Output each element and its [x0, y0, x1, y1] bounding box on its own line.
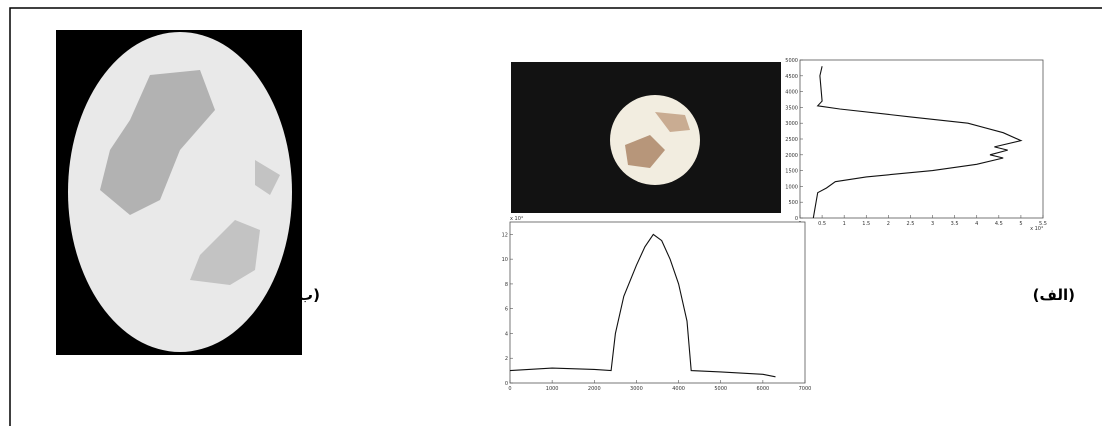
y-tick-label: 4	[505, 331, 508, 337]
y-tick-label: 4000	[785, 90, 798, 96]
x-tick-label: 4	[975, 221, 978, 227]
x-tick-label: 3.5	[951, 221, 959, 227]
y-tick-label: 5000	[785, 58, 798, 64]
x-tick-label: 4.5	[995, 221, 1003, 227]
x-tick-label: 1.5	[862, 221, 870, 227]
x-tick-label: 2000	[588, 386, 601, 392]
y-tick-label: 2	[505, 356, 508, 362]
y-tick-label: 0	[505, 381, 508, 387]
x-tick-label: 0.5	[818, 221, 826, 227]
x-tick-label: 7000	[799, 386, 812, 392]
y-tick-label: 0	[795, 216, 798, 222]
y-tick-label: 4500	[785, 74, 798, 80]
panel-label: (ب)	[291, 286, 320, 304]
x-tick-label: 2	[887, 221, 890, 227]
y-tick-label: 1000	[785, 184, 798, 190]
x-tick-label: 4000	[672, 386, 685, 392]
y-tick-label: 1500	[785, 169, 798, 175]
axis-multiplier: x 10⁴	[1030, 226, 1043, 232]
y-tick-label: 3500	[785, 105, 798, 111]
y-tick-label: 10	[502, 257, 508, 263]
y-tick-label: 12	[502, 232, 508, 238]
x-tick-label: 3000	[630, 386, 643, 392]
x-tick-label: 0	[508, 386, 511, 392]
x-tick-label: 5000	[714, 386, 727, 392]
figure: (ب) (الف) 00.511.522.533.544.555.5050010…	[0, 0, 1102, 426]
x-tick-label: 1	[843, 221, 846, 227]
plot-box	[800, 60, 1043, 218]
x-tick-label: 3	[931, 221, 934, 227]
x-tick-label: 1000	[546, 386, 559, 392]
plot-box	[510, 222, 805, 383]
x-tick-label: 6000	[756, 386, 769, 392]
y-tick-label: 8	[505, 282, 508, 288]
panel-label: (الف)	[1033, 286, 1075, 304]
x-tick-label: 5	[1019, 221, 1022, 227]
y-tick-label: 2000	[785, 153, 798, 159]
y-tick-label: 2500	[785, 137, 798, 143]
y-tick-label: 3000	[785, 121, 798, 127]
y-tick-label: 500	[788, 200, 798, 206]
y-tick-label: 6	[505, 307, 508, 313]
x-tick-label: 2.5	[906, 221, 914, 227]
axis-multiplier: x 10⁴	[510, 216, 523, 222]
